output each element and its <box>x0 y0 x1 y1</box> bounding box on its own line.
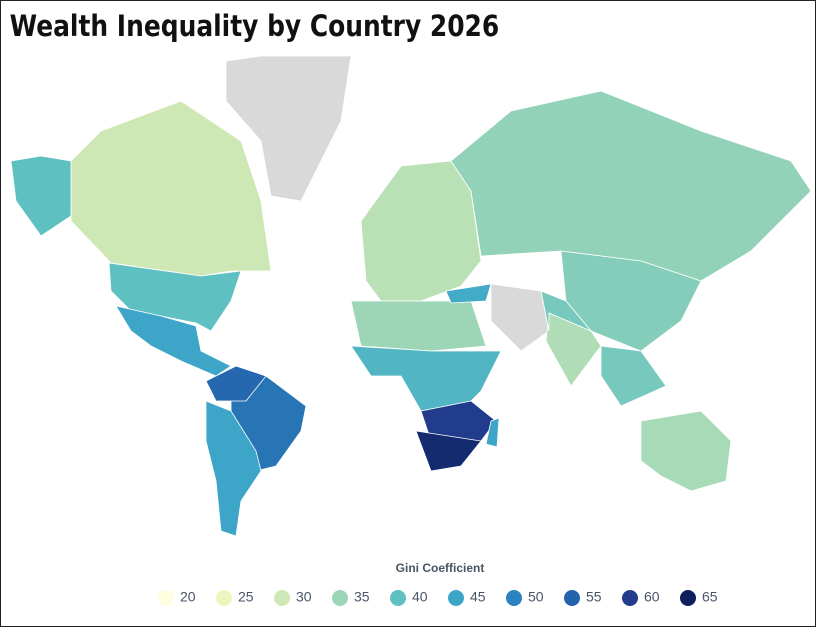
country-region[interactable] <box>350 300 487 352</box>
country-region[interactable] <box>115 305 232 377</box>
country-region[interactable] <box>450 90 812 282</box>
country-region[interactable] <box>640 410 732 492</box>
legend-swatch <box>216 590 232 606</box>
legend-label: 50 <box>528 589 544 605</box>
legend-label: 40 <box>412 589 428 605</box>
country-region[interactable] <box>108 262 242 332</box>
country-region[interactable] <box>600 345 667 407</box>
no-data-region <box>490 283 550 352</box>
legend-label: 35 <box>354 589 370 605</box>
legend-swatch <box>390 590 406 606</box>
legend-swatch <box>158 590 174 606</box>
legend-label: 20 <box>180 589 196 605</box>
legend-label: 25 <box>238 589 254 605</box>
regions <box>10 90 812 537</box>
country-region[interactable] <box>10 155 72 237</box>
legend: 20 25 30 35 40 45 50 55 60 65 <box>158 589 718 606</box>
legend-swatch <box>506 590 522 606</box>
country-region[interactable] <box>540 290 592 332</box>
map-title: Wealth Inequality by Country 2026 <box>10 10 500 43</box>
country-region[interactable] <box>415 430 482 472</box>
legend-label: 65 <box>702 589 718 605</box>
legend-swatch <box>448 590 464 606</box>
country-region[interactable] <box>350 345 502 412</box>
legend-label: 60 <box>644 589 660 605</box>
legend-title: Gini Coefficient <box>396 561 485 575</box>
country-region[interactable] <box>205 400 262 537</box>
legend-swatch <box>274 590 290 606</box>
legend-label: 30 <box>296 589 312 605</box>
country-region[interactable] <box>360 160 482 302</box>
country-region[interactable] <box>70 100 272 277</box>
legend-label: 55 <box>586 589 602 605</box>
country-region[interactable] <box>485 417 500 448</box>
no-data-region <box>225 55 352 202</box>
legend-swatch <box>332 590 348 606</box>
legend-swatch <box>622 590 638 606</box>
country-region[interactable] <box>205 365 267 402</box>
legend-label: 45 <box>470 589 486 605</box>
legend-swatch <box>564 590 580 606</box>
country-region[interactable] <box>445 283 492 304</box>
legend-swatch <box>680 590 696 606</box>
